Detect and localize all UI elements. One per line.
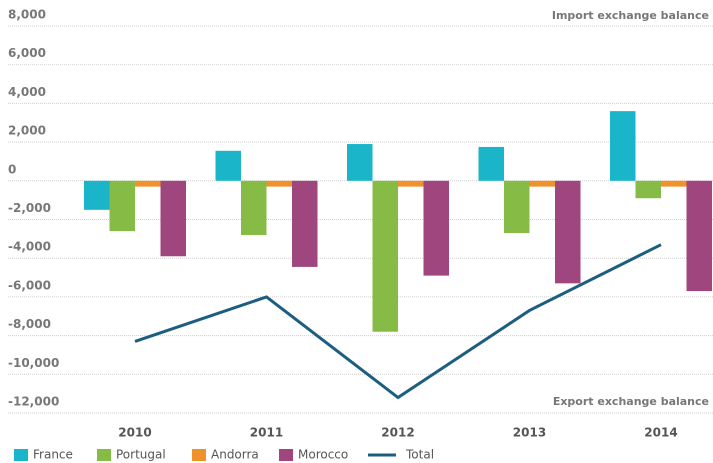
bar bbox=[84, 180, 110, 210]
x-tick-label: 2013 bbox=[513, 426, 546, 440]
y-tick-label: -4,000 bbox=[8, 240, 51, 254]
x-tick-label: 2014 bbox=[644, 426, 677, 440]
legend-label: Portugal bbox=[116, 448, 166, 462]
y-tick-label: -10,000 bbox=[8, 356, 59, 370]
x-tick-label: 2012 bbox=[381, 426, 414, 440]
bar bbox=[423, 180, 449, 276]
bar bbox=[109, 180, 135, 232]
bar bbox=[686, 180, 712, 292]
bar bbox=[135, 180, 161, 187]
y-tick-label: -12,000 bbox=[8, 395, 59, 409]
x-tick-label: 2011 bbox=[250, 426, 283, 440]
bar bbox=[504, 180, 530, 234]
bar bbox=[241, 180, 267, 235]
bar bbox=[635, 180, 661, 199]
y-tick-label: 6,000 bbox=[8, 46, 46, 60]
bar bbox=[398, 180, 424, 187]
bar bbox=[160, 180, 186, 257]
legend-label: Total bbox=[405, 448, 434, 462]
legend-swatch bbox=[279, 449, 293, 461]
y-tick-label: 2,000 bbox=[8, 124, 46, 138]
bar bbox=[215, 150, 241, 181]
bar bbox=[266, 180, 292, 187]
y-tick-label: 8,000 bbox=[8, 8, 46, 22]
annotation: Import exchange balance bbox=[552, 9, 709, 22]
bar bbox=[610, 111, 636, 181]
legend-label: France bbox=[33, 448, 73, 462]
bar bbox=[292, 180, 318, 267]
legend-swatch bbox=[14, 449, 28, 461]
y-tick-label: 4,000 bbox=[8, 85, 46, 99]
x-tick-label: 2010 bbox=[118, 426, 151, 440]
bar bbox=[555, 180, 581, 284]
annotation: Export exchange balance bbox=[553, 395, 709, 408]
bar bbox=[478, 146, 504, 181]
legend-swatch bbox=[97, 449, 111, 461]
bar bbox=[529, 180, 555, 187]
line-series bbox=[134, 243, 662, 400]
bar bbox=[661, 180, 687, 187]
legend-swatch bbox=[192, 449, 206, 461]
y-tick-label: -8,000 bbox=[8, 317, 51, 331]
legend-label: Andorra bbox=[211, 448, 259, 462]
bar bbox=[347, 144, 373, 181]
y-tick-label: -2,000 bbox=[8, 201, 51, 215]
y-tick-label: -6,000 bbox=[8, 278, 51, 292]
legend-label: Morocco bbox=[298, 448, 348, 462]
y-tick-label: 0 bbox=[8, 162, 16, 176]
bar bbox=[372, 180, 398, 332]
